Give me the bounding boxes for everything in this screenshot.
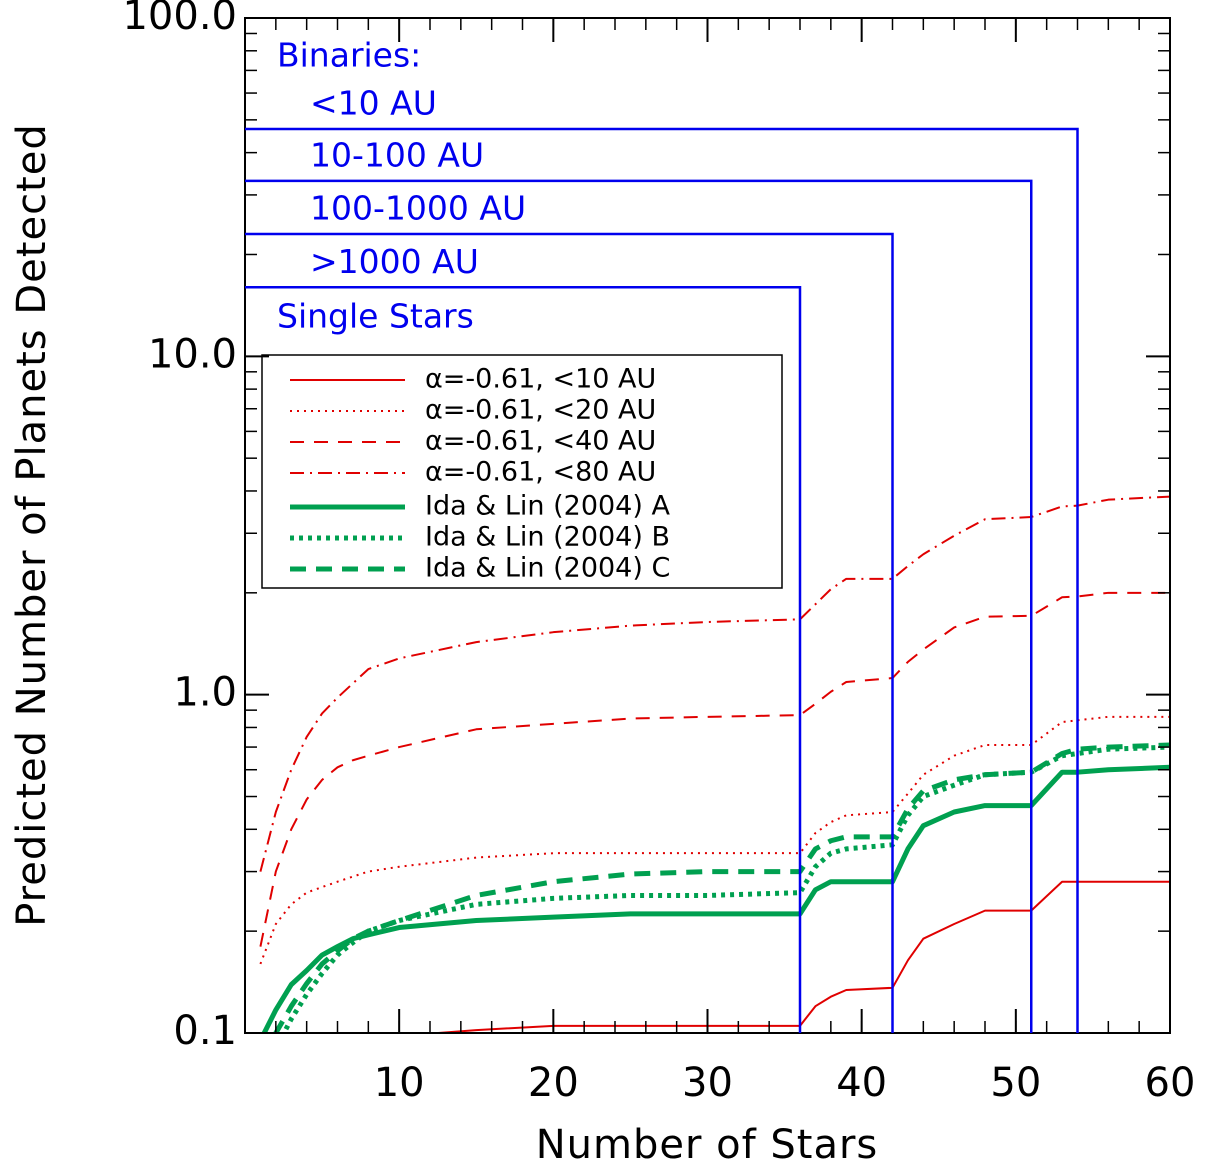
y-tick-label: 0.1 [173,1008,237,1054]
boundary-line [245,232,894,1033]
y-axis-title: Predicted Number of Planets Detected [9,123,55,926]
y-tick-label: 100.0 [122,0,237,39]
boundary-line [245,179,1033,1033]
x-axis-title: Number of Stars [536,1122,879,1168]
boundary-line [245,286,802,1033]
boundary-label: 100-1000 AU [310,188,526,227]
single-stars-label: Single Stars [277,297,474,336]
legend-label: Ida & Lin (2004) C [425,553,670,584]
series-line [261,764,1170,1033]
boundary-label: 10-100 AU [310,135,484,174]
series-line [259,495,1170,872]
boundary-line [245,127,1079,1033]
series-line [272,742,1170,1033]
y-tick-label: 10.0 [148,331,237,377]
legend-label: α=-0.61, <80 AU [425,457,656,488]
legend-label: α=-0.61, <10 AU [425,364,656,395]
binaries-label: Binaries: [277,36,421,75]
x-tick-label: 40 [836,1060,887,1106]
legend-box [261,354,783,589]
legend-label: α=-0.61, <40 AU [425,426,656,457]
x-tick-label: 50 [990,1060,1041,1106]
x-tick-label: 30 [682,1060,733,1106]
legend-label: α=-0.61, <20 AU [425,395,656,426]
boundary-label: <10 AU [310,83,437,122]
legend-label: Ida & Lin (2004) A [425,491,670,522]
series-line [281,744,1170,1033]
x-tick-label: 20 [528,1060,579,1106]
series-line [259,715,1170,965]
x-tick-label: 60 [1145,1060,1196,1106]
x-tick-label: 10 [374,1060,425,1106]
series-line [259,591,1170,947]
y-tick-label: 1.0 [173,670,237,716]
boundary-label: >1000 AU [310,242,479,281]
legend-label: Ida & Lin (2004) B [425,522,670,553]
